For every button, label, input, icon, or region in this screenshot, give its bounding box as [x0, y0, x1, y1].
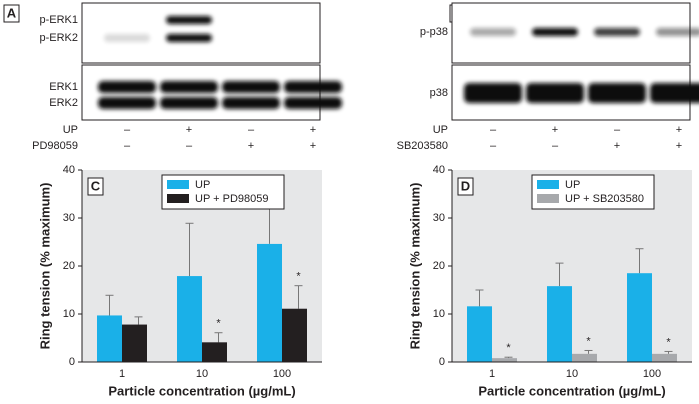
condition-sign: –	[490, 140, 497, 152]
condition-sign: –	[552, 140, 559, 152]
legend-swatch	[167, 180, 189, 189]
legend-label: UP + PD98059	[195, 193, 269, 205]
band-label: ERK2	[49, 97, 78, 109]
y-tick-label: 10	[63, 308, 75, 320]
blot-band	[284, 97, 342, 109]
significance-mark: *	[216, 318, 221, 330]
blot-band	[470, 28, 516, 36]
panel-letter-box	[87, 177, 104, 196]
bar	[177, 276, 202, 362]
blot-band	[98, 97, 156, 109]
bar	[257, 243, 282, 362]
x-tick-label: 10	[566, 368, 578, 380]
bar	[547, 286, 572, 362]
legend-swatch	[537, 194, 559, 203]
condition-sign: –	[490, 124, 497, 136]
condition-sign: +	[310, 124, 316, 136]
x-tick-label: 10	[196, 368, 208, 380]
bar	[492, 358, 517, 362]
bar	[652, 353, 677, 362]
blot-band	[222, 81, 280, 93]
bar	[122, 324, 147, 362]
band-label: p-ERK2	[39, 32, 78, 44]
condition-label: SB203580	[397, 140, 448, 152]
blot-band	[464, 83, 522, 103]
condition-sign: +	[552, 124, 558, 136]
blot-band	[104, 34, 150, 42]
condition-sign: –	[614, 124, 621, 136]
condition-sign: –	[186, 140, 193, 152]
x-axis-label: Particle concentration (µg/mL)	[108, 383, 295, 398]
legend-label: UP	[195, 179, 210, 191]
y-axis-label: Ring tension (% maximum)	[37, 183, 52, 350]
y-axis-label: Ring tension (% maximum)	[407, 183, 422, 350]
blot-band	[166, 16, 212, 24]
condition-sign: +	[186, 124, 192, 136]
condition-sign: –	[124, 140, 131, 152]
bar	[282, 308, 307, 362]
y-tick-label: 0	[439, 356, 445, 368]
condition-label: PD98059	[32, 140, 78, 152]
y-tick-label: 10	[433, 308, 445, 320]
band-label: ERK1	[49, 81, 78, 93]
condition-label: UP	[433, 124, 448, 136]
x-tick-label: 1	[119, 368, 125, 380]
blot-band	[532, 28, 578, 36]
condition-label: UP	[63, 124, 78, 136]
legend-label: UP	[565, 179, 580, 191]
x-tick-label: 100	[273, 368, 291, 380]
blot-top	[81, 2, 321, 64]
blot-band	[222, 97, 280, 109]
y-tick-label: 40	[63, 164, 75, 176]
panel-letter: C	[91, 178, 101, 193]
y-tick-label: 0	[69, 356, 75, 368]
band-label: p38	[430, 87, 448, 99]
x-tick-label: 100	[643, 368, 661, 380]
panel-letter-box	[457, 177, 474, 196]
blot-band	[588, 83, 646, 103]
y-tick-label: 30	[63, 212, 75, 224]
condition-sign: –	[124, 124, 131, 136]
y-tick-label: 30	[433, 212, 445, 224]
x-tick-label: 1	[489, 368, 495, 380]
legend-label: UP + SB203580	[565, 193, 644, 205]
condition-sign: +	[310, 140, 316, 152]
blot-band	[160, 81, 218, 93]
y-tick-label: 20	[63, 260, 75, 272]
x-axis-label: Particle concentration (µg/mL)	[478, 383, 665, 398]
condition-sign: +	[676, 124, 682, 136]
y-tick-label: 40	[433, 164, 445, 176]
blot-band	[650, 83, 699, 103]
bar	[202, 342, 227, 362]
blot-band	[98, 81, 156, 93]
condition-sign: +	[676, 140, 682, 152]
legend-swatch	[167, 194, 189, 203]
blot-band	[284, 81, 342, 93]
significance-mark: *	[296, 271, 301, 283]
band-label: p-ERK1	[39, 14, 78, 26]
bar	[467, 306, 492, 362]
blot-band	[594, 28, 640, 36]
blot-band	[166, 34, 212, 42]
legend-swatch	[537, 180, 559, 189]
bar	[97, 315, 122, 362]
bar	[627, 273, 652, 362]
significance-mark: *	[666, 336, 671, 348]
bar	[572, 353, 597, 362]
condition-sign: +	[614, 140, 620, 152]
blot-band	[656, 28, 699, 36]
panel-letter: A	[7, 5, 17, 20]
condition-sign: –	[248, 124, 255, 136]
significance-mark: *	[586, 335, 591, 347]
blot-band	[160, 97, 218, 109]
panel-letter-box	[3, 4, 20, 23]
panel-letter: D	[461, 178, 470, 193]
y-tick-label: 20	[433, 260, 445, 272]
significance-mark: *	[506, 342, 511, 354]
band-label: p-p38	[420, 26, 448, 38]
blot-band	[526, 83, 584, 103]
condition-sign: +	[248, 140, 254, 152]
